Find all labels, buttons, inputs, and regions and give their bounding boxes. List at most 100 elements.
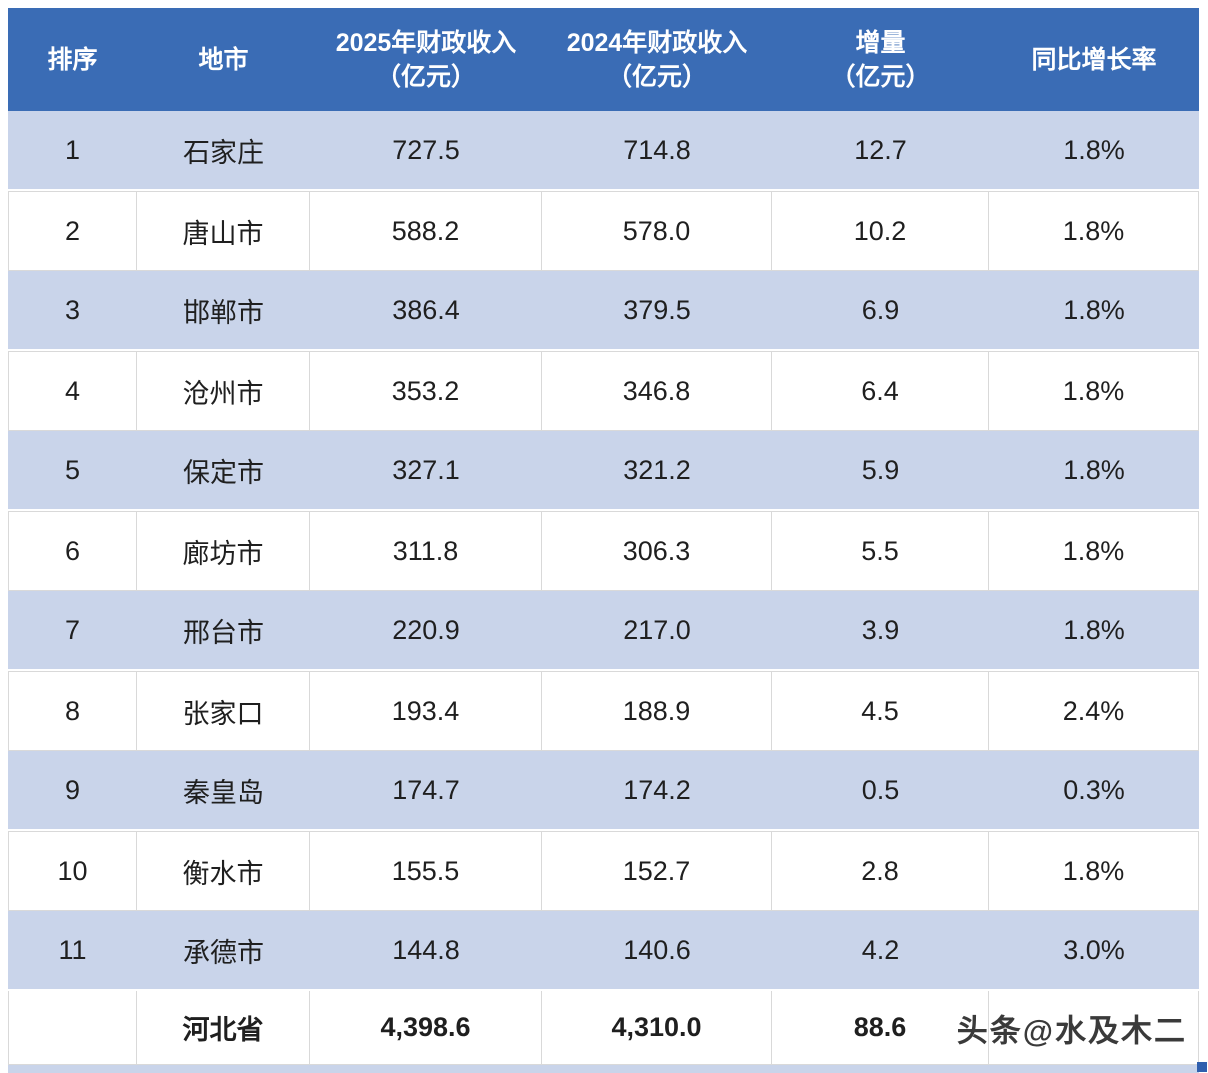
table-row: 7 邢台市 220.9 217.0 3.9 1.8% (8, 591, 1199, 671)
rank-cell: 9 (8, 751, 137, 831)
partial-next-row-strip (8, 1065, 1199, 1073)
city-cell: 唐山市 (137, 191, 310, 271)
column-header-revenue-2024: 2024年财政收入 （亿元） (542, 8, 772, 111)
revenue-2025-cell: 193.4 (310, 671, 542, 751)
growth-rate-cell: 1.8% (989, 191, 1199, 271)
city-cell: 衡水市 (137, 831, 310, 911)
rank-cell: 5 (8, 431, 137, 511)
city-cell: 保定市 (137, 431, 310, 511)
revenue-2025-cell: 155.5 (310, 831, 542, 911)
column-header-increment: 增量 （亿元） (772, 8, 989, 111)
column-header-label: 排序 (47, 45, 98, 74)
growth-rate-cell: 1.8% (989, 831, 1199, 911)
revenue-2024-cell: 714.8 (542, 111, 772, 191)
revenue-2024-cell: 140.6 (542, 911, 772, 991)
revenue-2024-cell: 152.7 (542, 831, 772, 911)
city-cell: 邢台市 (137, 591, 310, 671)
table-row: 9 秦皇岛 174.7 174.2 0.5 0.3% (8, 751, 1199, 831)
rank-cell: 1 (8, 111, 137, 191)
table-body: 1 石家庄 727.5 714.8 12.7 1.8% 2 唐山市 588.2 578.0 10.2… (8, 111, 1199, 991)
increment-cell: 3.9 (772, 591, 989, 671)
rank-cell: 11 (8, 911, 137, 991)
growth-rate-cell (989, 991, 1199, 1065)
revenue-2024-cell: 578.0 (542, 191, 772, 271)
toutiao-watermark: 头条@水及木二 (956, 1013, 1187, 1049)
column-header-growth-rate: 同比增长率 (989, 8, 1199, 111)
revenue-2025-cell: 220.9 (310, 591, 542, 671)
rank-cell: 8 (8, 671, 137, 751)
column-header-city: 地市 (137, 8, 310, 111)
increment-cell: 12.7 (772, 111, 989, 191)
city-cell: 承德市 (137, 911, 310, 991)
column-header-rank: 排序 (8, 8, 137, 111)
growth-rate-cell: 3.0% (989, 911, 1199, 991)
increment-cell: 6.4 (772, 351, 989, 431)
column-header-label: 2025年财政收入 (335, 28, 517, 57)
table-row: 8 张家口 193.4 188.9 4.5 2.4% (8, 671, 1199, 751)
table-row: 3 邯郸市 386.4 379.5 6.9 1.8% (8, 271, 1199, 351)
column-header-label: 同比增长率 (1031, 45, 1157, 74)
selection-handle (1197, 1062, 1207, 1072)
table-row: 4 沧州市 353.2 346.8 6.4 1.8% (8, 351, 1199, 431)
increment-cell: 5.9 (772, 431, 989, 511)
table-row: 2 唐山市 588.2 578.0 10.2 1.8% (8, 191, 1199, 271)
revenue-2024-cell: 321.2 (542, 431, 772, 511)
revenue-2025-cell: 727.5 (310, 111, 542, 191)
table-row: 10 衡水市 155.5 152.7 2.8 1.8% (8, 831, 1199, 911)
rank-cell: 6 (8, 511, 137, 591)
rank-cell: 4 (8, 351, 137, 431)
city-cell: 沧州市 (137, 351, 310, 431)
revenue-2024-cell: 379.5 (542, 271, 772, 351)
rank-cell: 10 (8, 831, 137, 911)
revenue-2024-cell: 306.3 (542, 511, 772, 591)
increment-cell: 6.9 (772, 271, 989, 351)
revenue-2024-cell: 174.2 (542, 751, 772, 831)
revenue-2025-cell: 4,398.6 (310, 991, 542, 1065)
fiscal-revenue-table: 排序 地市 2025年财政收入 （亿元） 2024年财政收入 （亿元） 增量 （… (8, 8, 1199, 1065)
revenue-2025-cell: 588.2 (310, 191, 542, 271)
column-header-revenue-2025: 2025年财政收入 （亿元） (310, 8, 542, 111)
increment-cell: 0.5 (772, 751, 989, 831)
growth-rate-cell: 1.8% (989, 591, 1199, 671)
increment-cell: 5.5 (772, 511, 989, 591)
increment-cell: 4.5 (772, 671, 989, 751)
table-row: 6 廊坊市 311.8 306.3 5.5 1.8% (8, 511, 1199, 591)
city-cell: 河北省 (137, 991, 310, 1065)
column-header-label: 增量 (855, 28, 906, 57)
growth-rate-cell: 1.8% (989, 431, 1199, 511)
column-header-label: 地市 (198, 45, 249, 74)
growth-rate-cell: 1.8% (989, 511, 1199, 591)
city-cell: 秦皇岛 (137, 751, 310, 831)
table-row: 11 承德市 144.8 140.6 4.2 3.0% (8, 911, 1199, 991)
revenue-2025-cell: 353.2 (310, 351, 542, 431)
revenue-2025-cell: 311.8 (310, 511, 542, 591)
column-header-label: 2024年财政收入 (566, 28, 748, 57)
revenue-2024-cell: 4,310.0 (542, 991, 772, 1065)
growth-rate-cell: 2.4% (989, 671, 1199, 751)
increment-cell: 10.2 (772, 191, 989, 271)
revenue-2025-cell: 144.8 (310, 911, 542, 991)
rank-cell: 7 (8, 591, 137, 671)
column-header-sublabel: （亿元） (375, 62, 476, 91)
growth-rate-cell: 0.3% (989, 751, 1199, 831)
revenue-2024-cell: 346.8 (542, 351, 772, 431)
growth-rate-cell: 1.8% (989, 351, 1199, 431)
table-row: 1 石家庄 727.5 714.8 12.7 1.8% (8, 111, 1199, 191)
total-row: 河北省 4,398.6 4,310.0 88.6 头条@水及木二 (8, 991, 1199, 1065)
growth-rate-cell: 1.8% (989, 271, 1199, 351)
growth-rate-cell: 1.8% (989, 111, 1199, 191)
revenue-2025-cell: 174.7 (310, 751, 542, 831)
revenue-2024-cell: 188.9 (542, 671, 772, 751)
city-cell: 廊坊市 (137, 511, 310, 591)
table-row: 5 保定市 327.1 321.2 5.9 1.8% (8, 431, 1199, 511)
revenue-2025-cell: 327.1 (310, 431, 542, 511)
city-cell: 邯郸市 (137, 271, 310, 351)
rank-cell: 3 (8, 271, 137, 351)
revenue-2025-cell: 386.4 (310, 271, 542, 351)
rank-cell: 2 (8, 191, 137, 271)
rank-cell (8, 991, 137, 1065)
city-cell: 张家口 (137, 671, 310, 751)
increment-cell: 4.2 (772, 911, 989, 991)
column-header-sublabel: （亿元） (606, 62, 707, 91)
table-header: 排序 地市 2025年财政收入 （亿元） 2024年财政收入 （亿元） 增量 （… (8, 8, 1199, 111)
